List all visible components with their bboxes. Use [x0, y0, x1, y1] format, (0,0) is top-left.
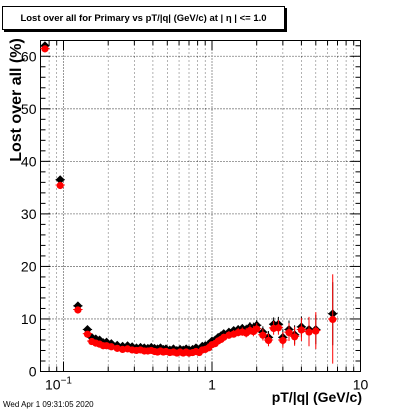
y-tick-label: 10: [21, 311, 37, 327]
data-marks: [40, 41, 338, 364]
data-point: [107, 343, 115, 351]
data-point: [55, 175, 65, 185]
y-axis-label: Lost over all (%): [8, 38, 25, 162]
x-axis-label: pT/|q| (GeV/c): [271, 389, 362, 405]
x-tick-label: 1: [208, 377, 216, 393]
timestamp: Wed Apr 1 09:31:05 2020: [3, 400, 94, 409]
y-tick-label: 50: [21, 101, 37, 117]
data-point: [285, 328, 293, 337]
data-point: [113, 344, 121, 352]
data-point: [259, 331, 267, 339]
x-tick-label: 10: [353, 377, 369, 393]
y-tick-label: 0: [29, 364, 37, 380]
y-tick-label: 20: [21, 258, 37, 274]
chart-title: Lost over all for Primary vs pT/|q| (GeV…: [2, 6, 285, 30]
data-point: [274, 324, 283, 332]
y-tick-label: 30: [21, 206, 37, 222]
data-point: [312, 327, 320, 335]
y-tick-label: 40: [21, 153, 37, 169]
data-point: [329, 315, 337, 324]
data-point: [305, 328, 313, 336]
data-point: [291, 333, 299, 341]
data-point: [41, 45, 49, 53]
grid: [40, 40, 361, 372]
data-point: [253, 325, 261, 333]
y-tick-label: 60: [21, 48, 37, 64]
data-point: [264, 336, 273, 345]
axes: 10−1 1 10 0 10 20 30 40 50 60: [21, 40, 369, 393]
data-point: [83, 330, 92, 338]
x-tick-label: 10−1: [45, 376, 72, 393]
data-point: [297, 326, 306, 334]
data-point: [74, 306, 82, 314]
data-point: [56, 181, 64, 190]
frame: [40, 40, 361, 372]
data-point: [279, 336, 287, 345]
